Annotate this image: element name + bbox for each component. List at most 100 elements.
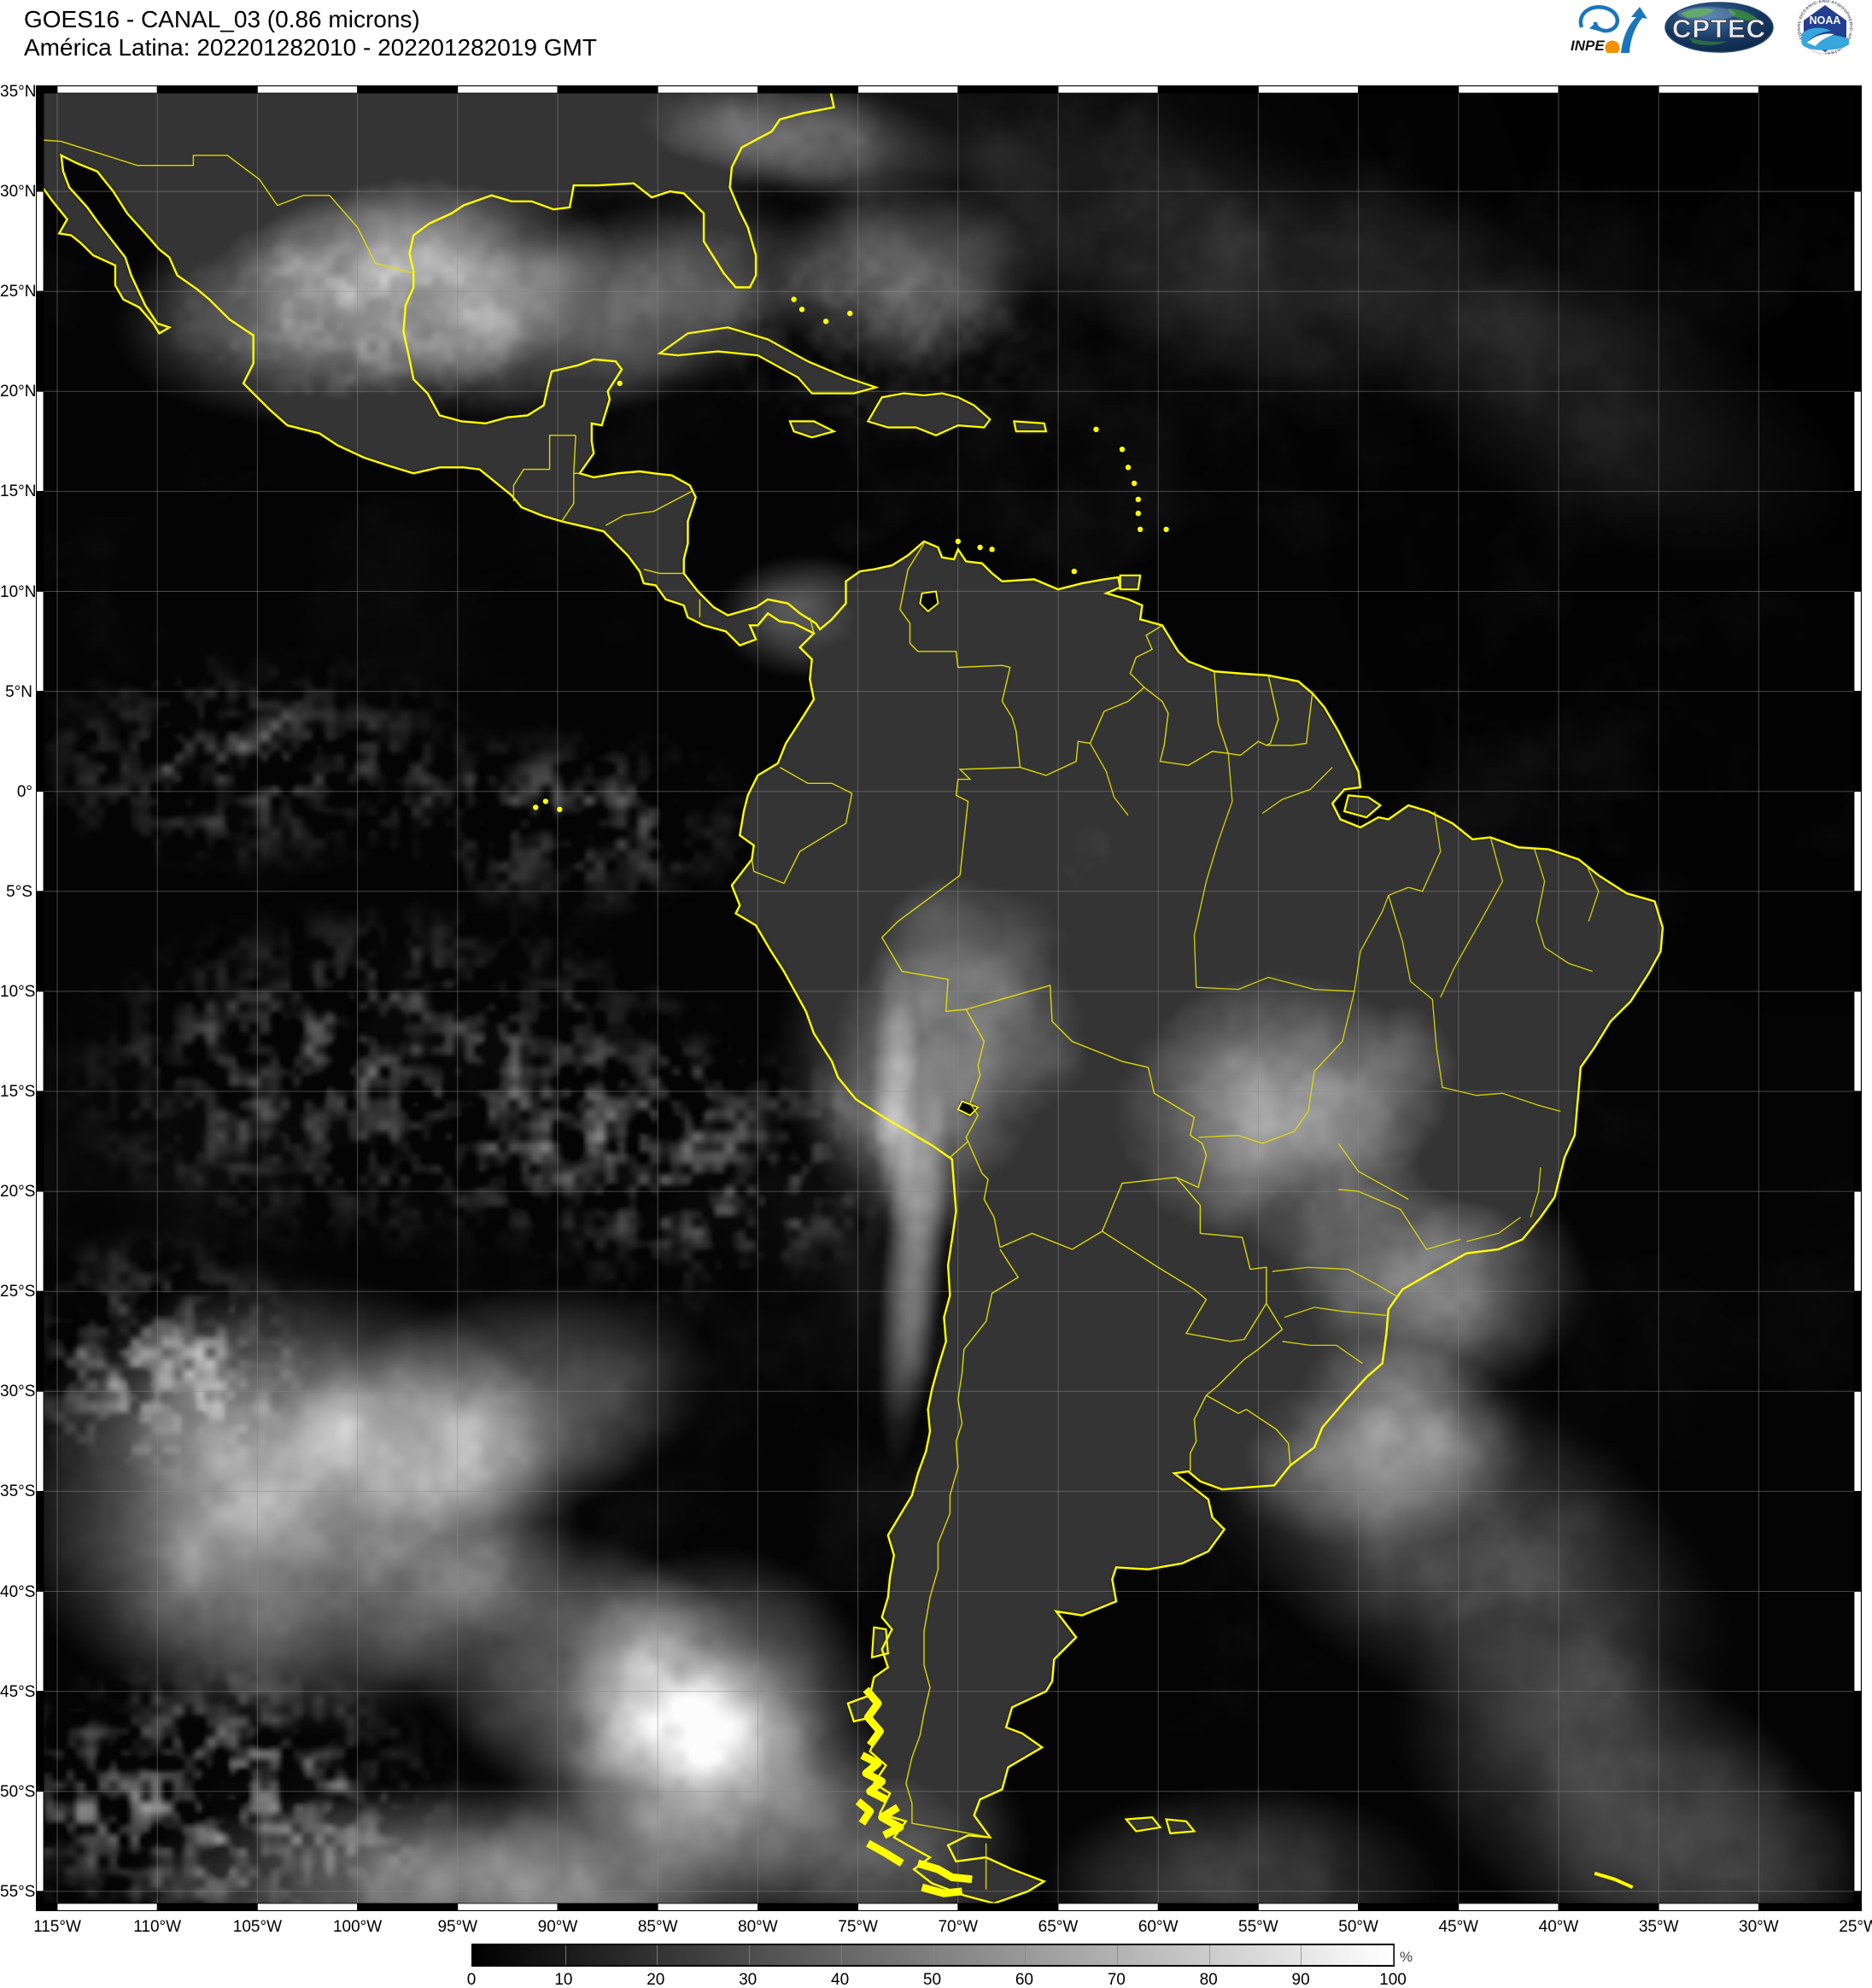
lon-label: 45°W bbox=[1438, 1918, 1479, 1936]
lon-label: 80°W bbox=[738, 1918, 778, 1936]
small-island-dot bbox=[791, 296, 797, 302]
lat-label: 0° bbox=[16, 782, 32, 801]
header: GOES16 - CANAL_03 (0.86 microns) América… bbox=[24, 5, 597, 61]
state-border bbox=[1282, 1341, 1363, 1365]
state-border bbox=[1337, 1143, 1409, 1201]
small-island-dot bbox=[533, 804, 539, 810]
small-island-dot bbox=[1163, 526, 1169, 533]
state-border bbox=[1466, 1216, 1521, 1242]
state-border bbox=[1388, 895, 1437, 1048]
coastline-island bbox=[870, 1626, 889, 1659]
country-border bbox=[1266, 675, 1279, 746]
country-border bbox=[1020, 687, 1145, 776]
grid-lines bbox=[36, 85, 1862, 1911]
lon-label: 55°W bbox=[1238, 1918, 1278, 1936]
colorbar-unit-label: % bbox=[1400, 1949, 1413, 1965]
state-border bbox=[1586, 865, 1600, 922]
map-overlay bbox=[36, 85, 1862, 1911]
noaa-logo-icon: NATIONAL OCEANIC AND ATMOSPHERIC ADMINIS… bbox=[1781, 0, 1853, 55]
lat-label: 30°S bbox=[0, 1383, 36, 1401]
coastline-island bbox=[788, 420, 837, 439]
coastline-island bbox=[1119, 574, 1142, 591]
country-border bbox=[1102, 1231, 1267, 1342]
country-border bbox=[1129, 624, 1163, 688]
small-island-dot bbox=[977, 544, 983, 551]
country-border bbox=[949, 1009, 986, 1158]
lon-label: 30°W bbox=[1739, 1918, 1779, 1936]
lat-label: 20°N bbox=[0, 383, 37, 401]
lon-label: 50°W bbox=[1338, 1918, 1378, 1936]
colorbar-tick-label: 10 bbox=[554, 1971, 573, 1988]
colorbar-gradient bbox=[471, 1944, 1395, 1967]
state-border bbox=[1294, 991, 1355, 1132]
country-border bbox=[512, 435, 576, 502]
country-border bbox=[1175, 1177, 1267, 1304]
country-border bbox=[1144, 687, 1229, 767]
colorbar-tick bbox=[565, 1945, 566, 1965]
lon-label: 65°W bbox=[1038, 1918, 1079, 1936]
lat-label: 25°N bbox=[0, 283, 37, 301]
fjord-coast bbox=[855, 1798, 875, 1826]
coastline-island bbox=[657, 326, 880, 395]
colorbar-tick-label: 50 bbox=[922, 1971, 942, 1988]
country-border bbox=[1206, 1302, 1284, 1396]
fjord-coast bbox=[916, 1859, 973, 1884]
map-frame bbox=[36, 85, 1862, 1911]
colorbar-tick-label: 90 bbox=[1291, 1971, 1310, 1988]
country-border bbox=[605, 490, 693, 526]
coastline-island bbox=[1013, 420, 1048, 433]
small-island-dot bbox=[1137, 526, 1144, 533]
lat-label: 35°S bbox=[0, 1482, 36, 1501]
lat-label: 15°N bbox=[0, 482, 37, 501]
colorbar-tick bbox=[1301, 1945, 1302, 1965]
colorbar-tick-label: 30 bbox=[739, 1971, 758, 1988]
coastline-island bbox=[1165, 1818, 1196, 1835]
lon-label: 110°W bbox=[133, 1918, 182, 1936]
product-subtitle: América Latina: 202201282010 - 202201282… bbox=[24, 34, 597, 61]
small-island-dot bbox=[542, 798, 549, 804]
country-border bbox=[36, 138, 414, 274]
colorbar-tick-label: 0 bbox=[466, 1971, 477, 1988]
lat-label: 30°N bbox=[0, 183, 37, 202]
small-island-dot bbox=[1131, 480, 1138, 487]
lat-label: 50°S bbox=[0, 1782, 36, 1801]
colorbar-tick bbox=[933, 1945, 934, 1965]
state-border bbox=[1534, 849, 1546, 948]
coastline-mainland bbox=[36, 85, 1664, 1905]
satellite-image-canvas bbox=[36, 85, 1862, 1911]
state-border bbox=[1198, 1131, 1295, 1144]
small-island-dot bbox=[1119, 447, 1126, 453]
inpe-wordmark: INPE bbox=[1571, 38, 1605, 53]
country-border bbox=[1266, 693, 1313, 746]
product-title: GOES16 - CANAL_03 (0.86 microns) bbox=[24, 6, 420, 32]
small-island-dot bbox=[822, 319, 829, 325]
lat-label: 15°S bbox=[0, 1083, 36, 1101]
country-border bbox=[955, 766, 1021, 876]
country-border bbox=[967, 1141, 1001, 1248]
small-island-dot bbox=[1071, 568, 1078, 575]
lat-label: 5°S bbox=[6, 882, 32, 901]
lat-label: 20°S bbox=[0, 1183, 36, 1202]
lon-label: 85°W bbox=[637, 1918, 678, 1936]
country-border bbox=[779, 766, 852, 794]
lon-label: 60°W bbox=[1138, 1918, 1179, 1936]
country-border bbox=[966, 984, 1208, 1189]
state-border bbox=[1354, 886, 1409, 991]
country-border bbox=[809, 617, 815, 634]
country-border bbox=[1228, 740, 1267, 757]
colorbar-tick bbox=[657, 1945, 658, 1965]
small-island-dot bbox=[617, 380, 623, 387]
fjord-coast bbox=[860, 1751, 888, 1804]
country-border bbox=[643, 569, 684, 575]
state-border bbox=[1272, 1266, 1399, 1298]
colorbar-tick-label: 70 bbox=[1107, 1971, 1126, 1988]
state-border bbox=[1436, 1047, 1561, 1113]
geography-outlines bbox=[36, 85, 1664, 1905]
country-border bbox=[999, 1231, 1103, 1250]
country-border bbox=[880, 874, 967, 1013]
colorbar-tick-label: 40 bbox=[831, 1971, 850, 1988]
small-island-dot bbox=[955, 538, 962, 545]
lon-label: 70°W bbox=[938, 1918, 979, 1936]
lake-outline bbox=[956, 1100, 980, 1117]
